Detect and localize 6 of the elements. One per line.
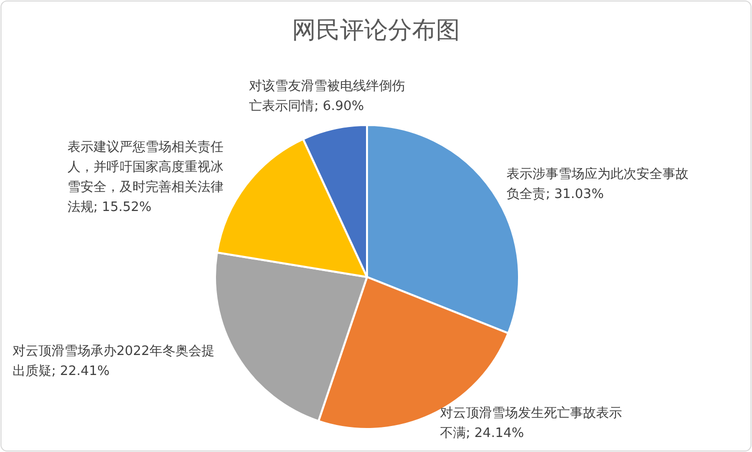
chart-title: 网民评论分布图 [291,15,461,46]
slice-label: 表示涉事雪场应为此次安全事故负全责; 31.03% [506,166,689,204]
slice-label: 对云顶滑雪场承办2022年冬奥会提出质疑; 22.41% [12,342,216,381]
slice-label: 对云顶滑雪场发生死亡事故表示不满; 24.14% [440,405,622,443]
slice-label: 对该雪友滑雪被电线绊倒伤亡表示同情; 6.90% [249,78,406,116]
slice-label: 表示建议严惩雪场相关责任人，并呼吁国家高度重视冰雪安全，及时完善相关法律法规; 15.52% [67,138,224,217]
